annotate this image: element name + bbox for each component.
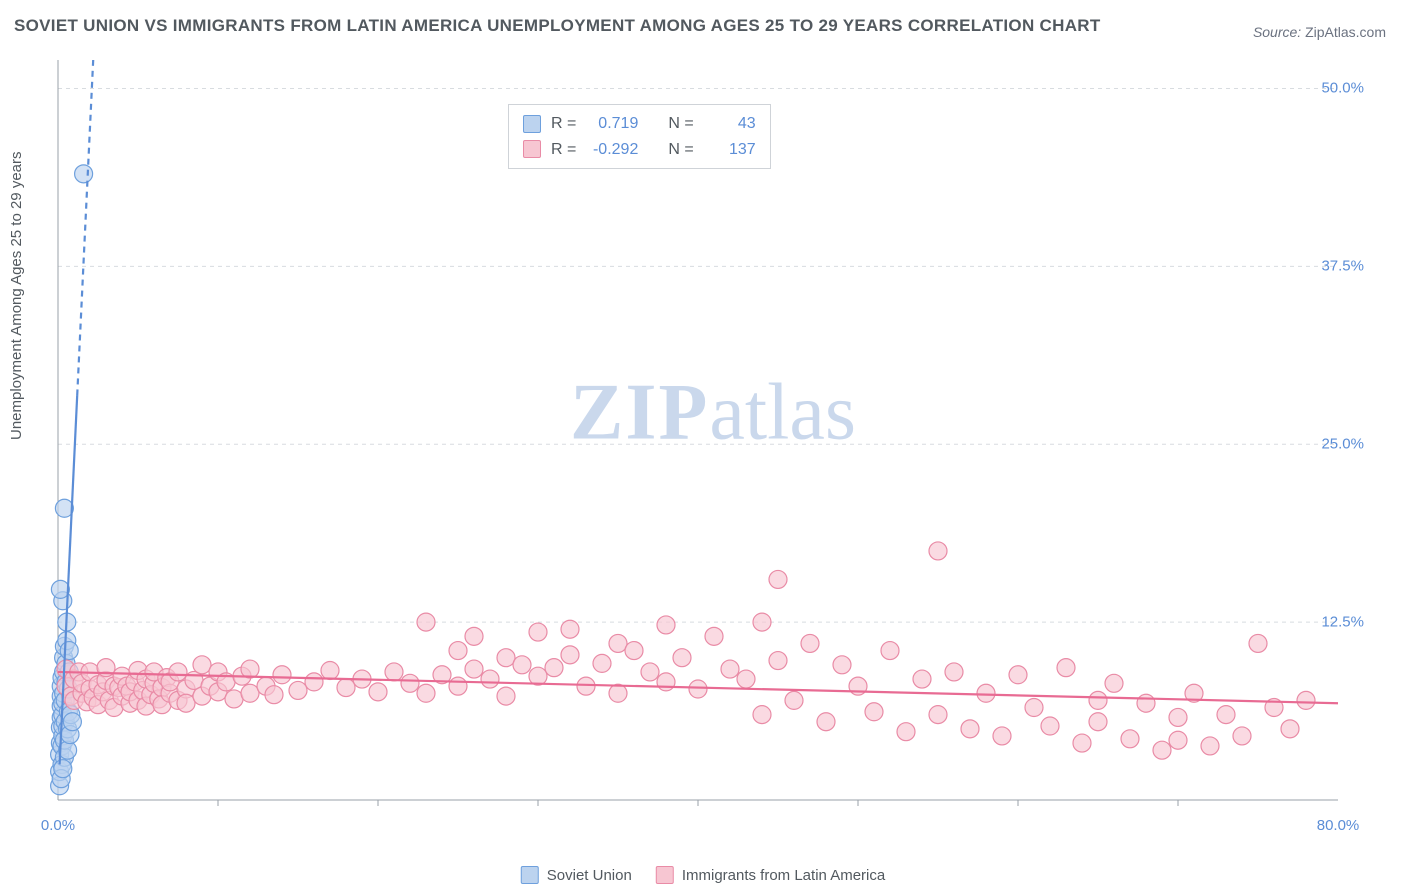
legend-label-latin: Immigrants from Latin America [682,867,885,884]
r-value-soviet: 0.719 [586,111,638,137]
chart-title: SOVIET UNION VS IMMIGRANTS FROM LATIN AM… [14,16,1101,36]
n-value-soviet: 43 [704,111,756,137]
r-value-latin: -0.292 [586,137,638,163]
swatch-latin [656,866,674,884]
source-value: ZipAtlas.com [1305,24,1386,40]
x-tick-label: 0.0% [41,817,75,834]
source-label: Source: [1253,24,1301,40]
stats-row-latin: R = -0.292 N = 137 [523,137,756,163]
swatch-soviet [523,115,541,133]
swatch-soviet [521,866,539,884]
y-axis-label: Unemployment Among Ages 25 to 29 years [8,151,25,440]
n-value-latin: 137 [704,137,756,163]
r-label: R = [551,111,576,137]
legend-label-soviet: Soviet Union [547,867,632,884]
source-attribution: Source: ZipAtlas.com [1253,24,1386,40]
x-tick-label: 80.0% [1317,817,1360,834]
y-tick-label: 37.5% [1321,258,1364,275]
stats-row-soviet: R = 0.719 N = 43 [523,111,756,137]
y-tick-label: 12.5% [1321,614,1364,631]
y-tick-label: 25.0% [1321,436,1364,453]
r-label: R = [551,137,576,163]
legend-item-soviet: Soviet Union [521,866,632,884]
correlation-stats-box: R = 0.719 N = 43 R = -0.292 N = 137 [508,104,771,169]
bottom-legend: Soviet Union Immigrants from Latin Ameri… [521,866,885,884]
legend-item-latin: Immigrants from Latin America [656,866,885,884]
swatch-latin [523,140,541,158]
plot-area: ZIPatlas R = 0.719 N = 43 R = -0.292 N =… [48,50,1378,840]
n-label: N = [668,137,693,163]
n-label: N = [668,111,693,137]
y-tick-label: 50.0% [1321,80,1364,97]
